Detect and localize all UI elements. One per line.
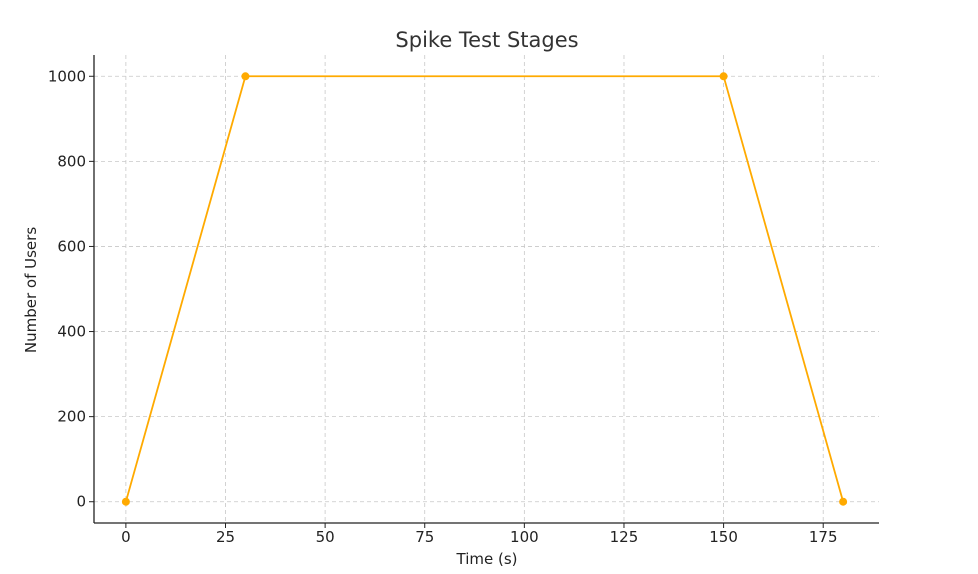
ticks: 0 25 50 75 100 125 150 175 0 200 400 600 800 1000 (48, 67, 838, 546)
y-tick-label-3: 600 (57, 237, 86, 255)
y-tick-label-4: 800 (57, 152, 86, 170)
x-tick-label-4: 100 (510, 528, 539, 546)
axes (93, 55, 879, 524)
data-point-0-3 (839, 497, 848, 506)
series (121, 72, 848, 506)
x-tick-label-2: 50 (316, 528, 335, 546)
x-tick-label-6: 150 (709, 528, 738, 546)
x-tick-label-1: 25 (216, 528, 235, 546)
grid (94, 55, 879, 523)
series-line-0 (125, 75, 845, 502)
y-tick-label-0: 0 (76, 493, 86, 511)
chart-title: Spike Test Stages (395, 28, 578, 52)
x-tick-label-5: 125 (610, 528, 639, 546)
data-point-0-1 (241, 72, 250, 81)
x-axis-label: Time (s) (456, 550, 518, 568)
data-point-0-2 (719, 72, 728, 81)
y-tick-label-1: 200 (57, 408, 86, 426)
y-tick-label-5: 1000 (48, 67, 86, 85)
x-tick-label-3: 75 (415, 528, 434, 546)
x-tick-label-0: 0 (121, 528, 131, 546)
data-point-0-0 (121, 497, 130, 506)
x-tick-label-7: 175 (809, 528, 838, 546)
y-tick-label-2: 400 (57, 323, 86, 341)
y-axis-label: Number of Users (22, 227, 40, 353)
